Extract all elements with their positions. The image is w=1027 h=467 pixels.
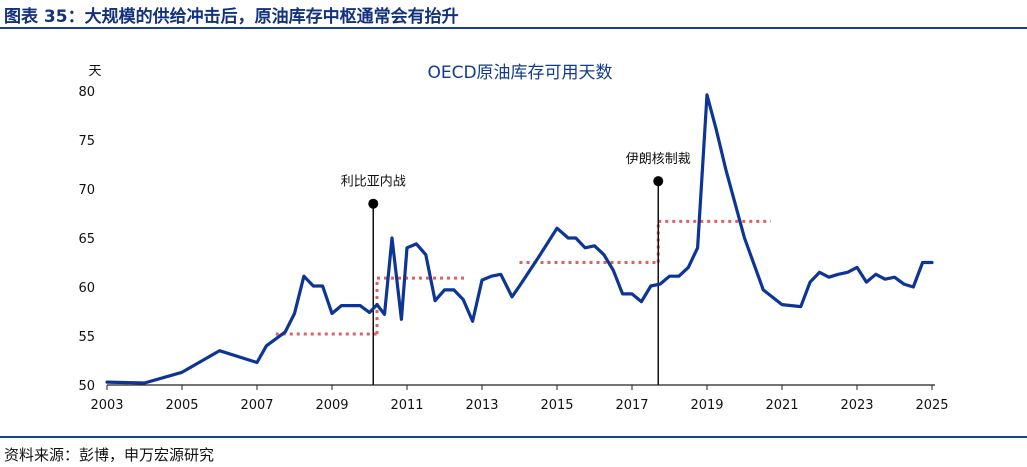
event-label: 利比亚内战 xyxy=(341,174,406,190)
x-tick-label: 2017 xyxy=(615,398,648,413)
reference-levels xyxy=(275,219,771,336)
top-rule xyxy=(0,27,1027,29)
x-tick-label: 2009 xyxy=(315,398,348,413)
y-tick-label: 55 xyxy=(78,330,95,345)
x-tick-label: 2007 xyxy=(240,398,273,413)
y-axis-unit-label: 天 xyxy=(88,64,101,79)
y-tick-label: 70 xyxy=(78,183,95,198)
x-tick-label: 2015 xyxy=(540,398,573,413)
series-layer xyxy=(105,93,934,385)
chart-title: OECD原油库存可用天数 xyxy=(427,63,612,83)
event-marker-dot xyxy=(653,176,664,187)
y-tick-label: 65 xyxy=(78,232,95,247)
x-tick-label: 2005 xyxy=(165,398,198,413)
x-tick-label: 2013 xyxy=(465,398,498,413)
event-label: 伊朗核制裁 xyxy=(626,151,691,167)
x-tick-label: 2023 xyxy=(840,398,873,413)
x-tick-label: 2021 xyxy=(765,398,798,413)
x-axis-ticks: 2003 2005 2007 2009 2011 2013 2015 2017 2019 2021… xyxy=(90,385,949,413)
y-tick-label: 75 xyxy=(78,134,95,149)
event-marker-dot xyxy=(368,198,379,209)
y-tick-label: 80 xyxy=(78,85,95,100)
y-axis-ticks: 50 55 60 65 70 75 80 xyxy=(78,85,95,394)
figure-title: 图表 35：大规模的供给冲击后，原油库存中枢通常会有抬升 xyxy=(4,7,459,27)
y-tick-label: 50 xyxy=(78,379,95,394)
bottom-rule xyxy=(0,436,1027,438)
series-line xyxy=(105,93,934,385)
x-tick-label: 2003 xyxy=(90,398,123,413)
x-tick-label: 2011 xyxy=(390,398,423,413)
source-note: 资料来源：彭博，申万宏源研究 xyxy=(4,446,215,464)
x-tick-label: 2025 xyxy=(915,398,948,413)
event-markers: 利比亚内战 伊朗核制裁 xyxy=(341,151,691,385)
x-tick-label: 2019 xyxy=(690,398,723,413)
y-tick-label: 60 xyxy=(78,281,95,296)
